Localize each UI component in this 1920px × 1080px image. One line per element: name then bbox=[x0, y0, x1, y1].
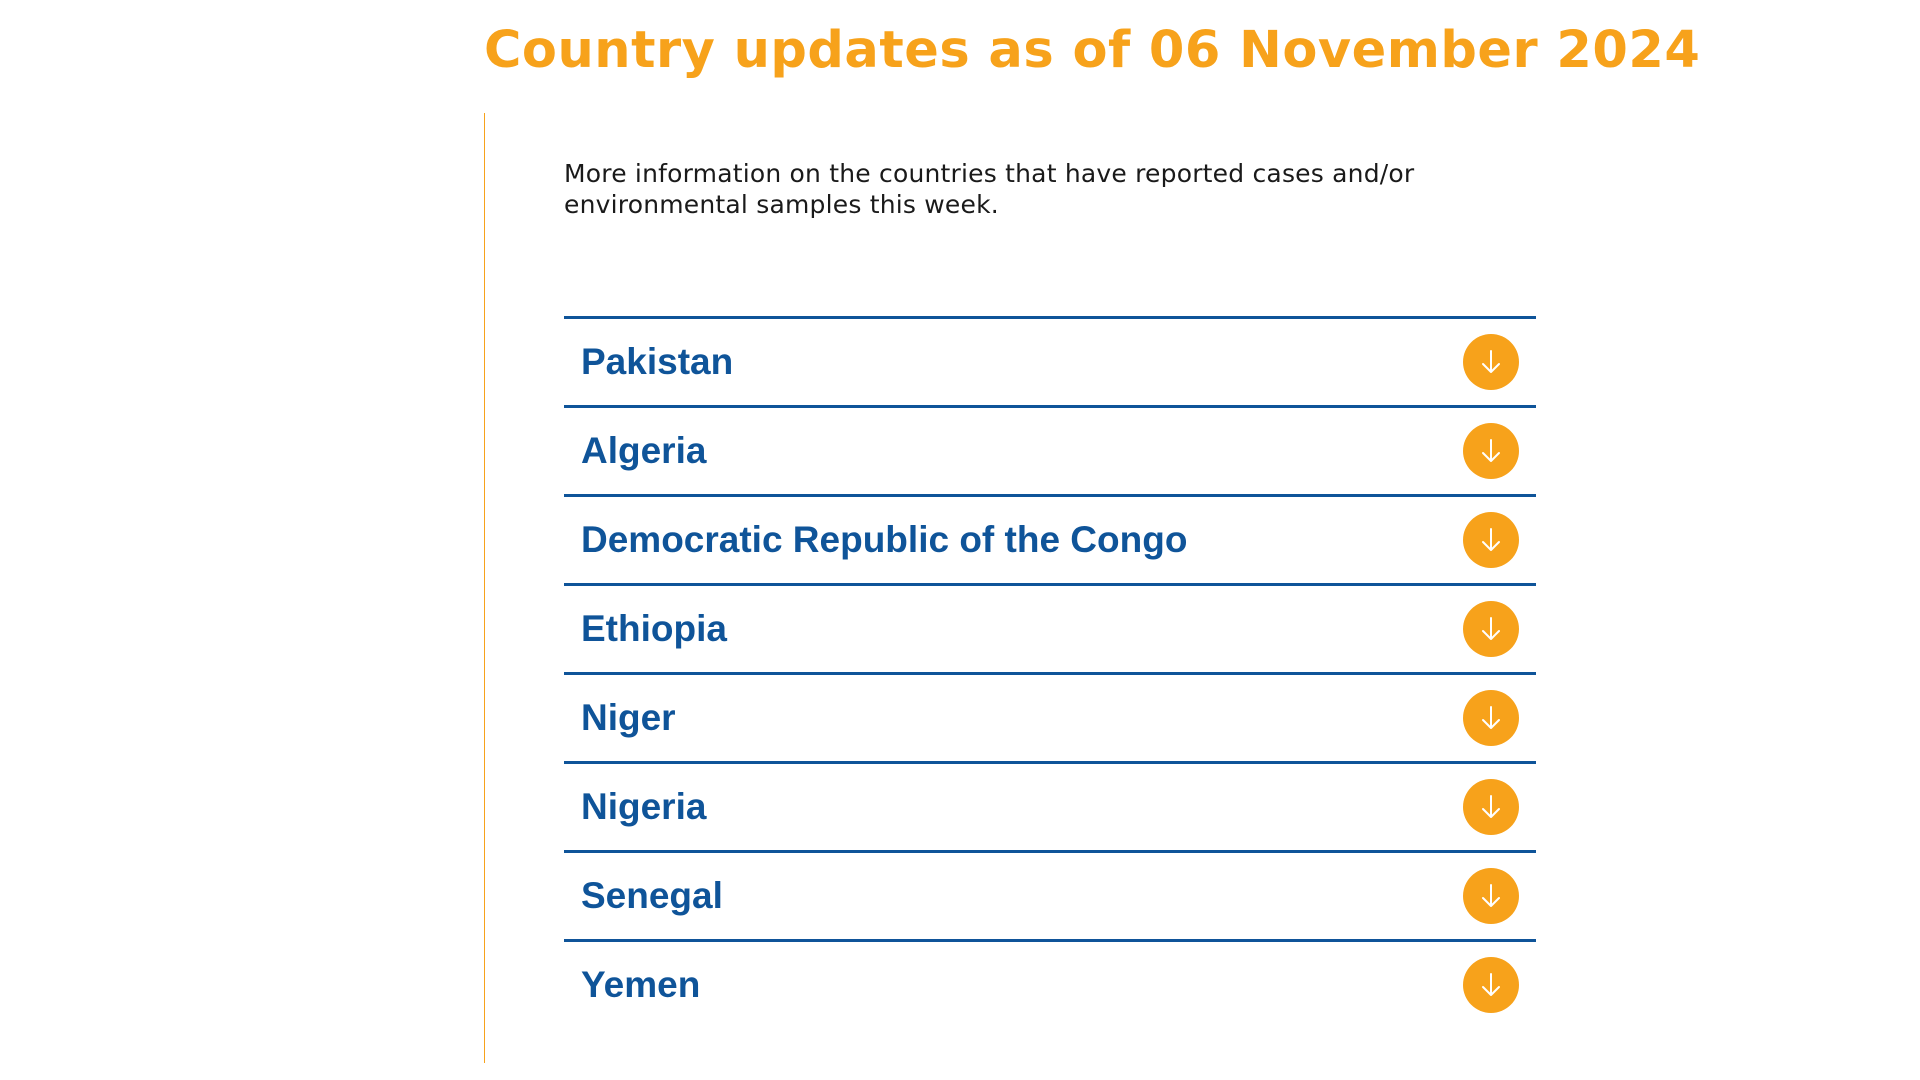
expand-button[interactable] bbox=[1463, 779, 1519, 835]
intro-text: More information on the countries that h… bbox=[564, 159, 1415, 219]
country-label: Niger bbox=[581, 697, 676, 738]
expand-button[interactable] bbox=[1463, 601, 1519, 657]
accordion-item-yemen[interactable]: Yemen bbox=[564, 939, 1536, 1028]
country-label: Ethiopia bbox=[581, 608, 727, 649]
expand-button[interactable] bbox=[1463, 690, 1519, 746]
accordion-item-nigeria[interactable]: Nigeria bbox=[564, 761, 1536, 850]
country-label: Senegal bbox=[581, 875, 723, 916]
vertical-divider bbox=[484, 113, 485, 1063]
arrow-down-icon bbox=[1482, 884, 1500, 907]
accordion-item-senegal[interactable]: Senegal bbox=[564, 850, 1536, 939]
arrow-down-icon bbox=[1482, 439, 1500, 462]
arrow-down-icon bbox=[1482, 617, 1500, 640]
accordion-item-algeria[interactable]: Algeria bbox=[564, 405, 1536, 494]
arrow-down-icon bbox=[1482, 528, 1500, 551]
accordion-item-pakistan[interactable]: Pakistan bbox=[564, 316, 1536, 405]
country-label: Yemen bbox=[581, 964, 701, 1005]
expand-button[interactable] bbox=[1463, 868, 1519, 924]
country-accordion: Pakistan Algeria Democratic Republic of … bbox=[564, 316, 1536, 1028]
country-label: Pakistan bbox=[581, 341, 734, 382]
arrow-down-icon bbox=[1482, 350, 1500, 373]
arrow-down-icon bbox=[1482, 973, 1500, 996]
expand-button[interactable] bbox=[1463, 957, 1519, 1013]
country-label: Nigeria bbox=[581, 786, 707, 827]
page-title: Country updates as of 06 November 2024 bbox=[484, 21, 1701, 80]
accordion-item-ethiopia[interactable]: Ethiopia bbox=[564, 583, 1536, 672]
arrow-down-icon bbox=[1482, 795, 1500, 818]
accordion-item-niger[interactable]: Niger bbox=[564, 672, 1536, 761]
arrow-down-icon bbox=[1482, 706, 1500, 729]
country-label: Democratic Republic of the Congo bbox=[581, 519, 1188, 560]
expand-button[interactable] bbox=[1463, 423, 1519, 479]
expand-button[interactable] bbox=[1463, 512, 1519, 568]
accordion-item-drc[interactable]: Democratic Republic of the Congo bbox=[564, 494, 1536, 583]
country-label: Algeria bbox=[581, 430, 707, 471]
expand-button[interactable] bbox=[1463, 334, 1519, 390]
